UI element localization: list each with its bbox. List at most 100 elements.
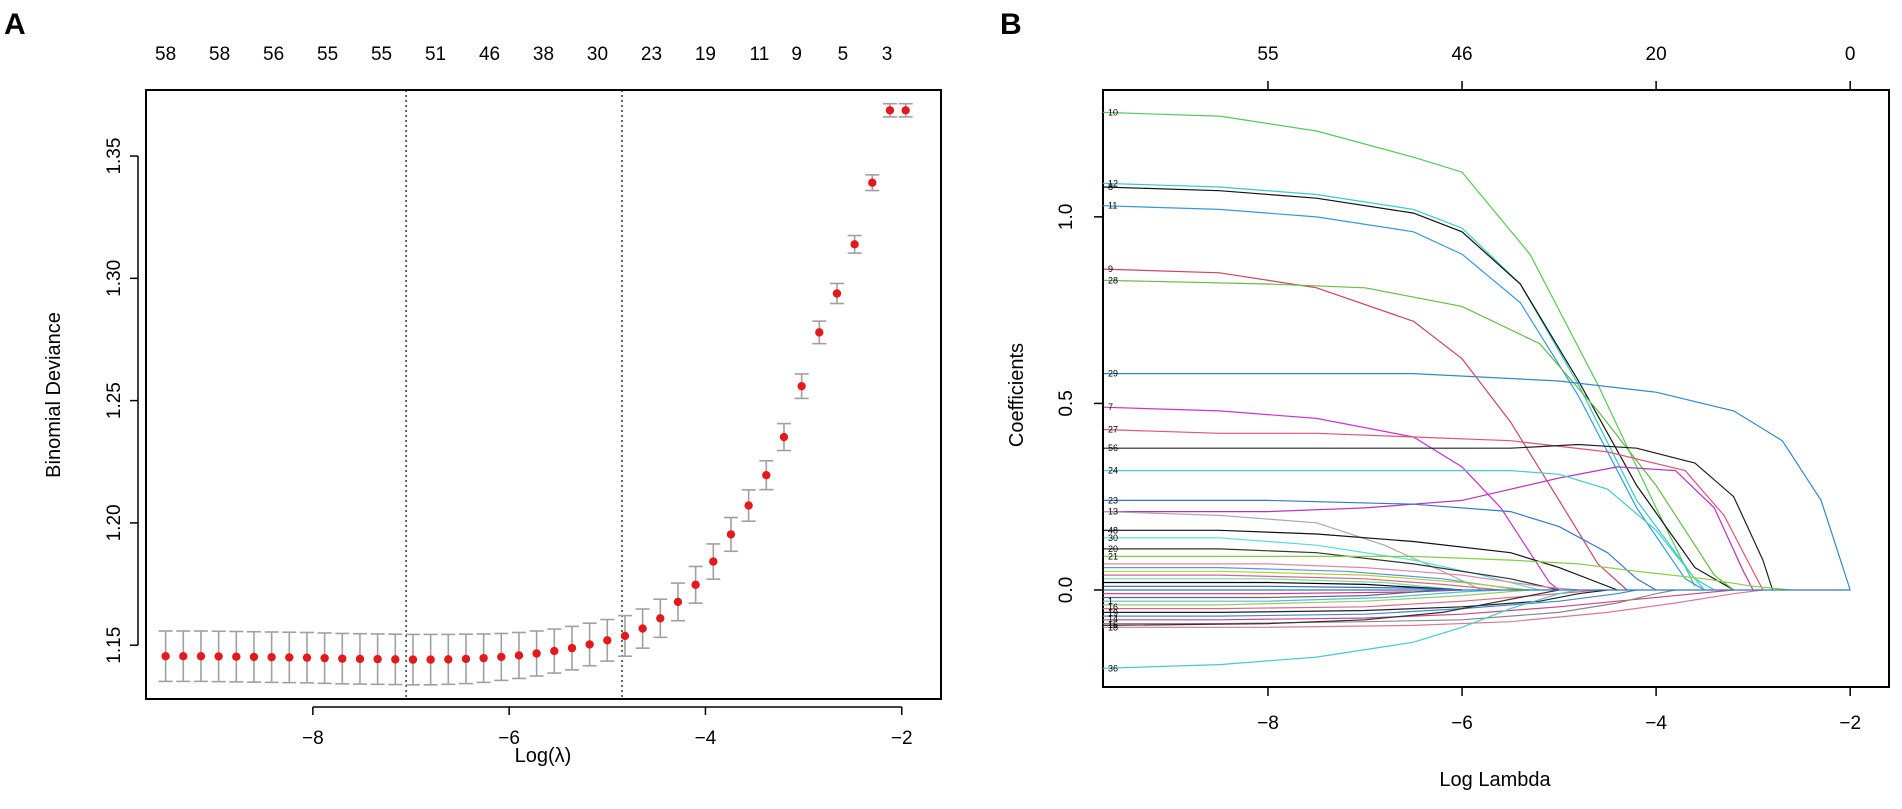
panel-a-point xyxy=(744,501,753,510)
panel-b-variable-label: 36 xyxy=(1108,663,1118,673)
panel-a-point xyxy=(868,178,877,187)
panel-b-top-axis: 55 46 20 0 xyxy=(1257,44,1855,91)
panel-b-coef-line xyxy=(1102,428,1764,591)
panel-label-a: A xyxy=(4,8,26,41)
panel-b-variable-label: 28 xyxy=(1108,275,1118,285)
panel-b-coef-line xyxy=(1103,373,1851,591)
panel-a-x-axis: −8 −6 −4 −2 xyxy=(302,706,913,749)
panel-b-top-axis-label: 55 xyxy=(1257,44,1278,65)
panel-a-point xyxy=(532,649,541,658)
panel-a-point xyxy=(691,580,700,589)
panel-b-top-axis-label: 46 xyxy=(1451,44,1472,65)
panel-b-coef-line xyxy=(1103,443,1774,591)
panel-b-coef-line xyxy=(1103,466,1754,591)
panel-a-plot-frame xyxy=(145,89,942,700)
panel-b-coef-line xyxy=(1103,570,1531,591)
panel-a-point xyxy=(850,240,859,249)
panel-a-point xyxy=(338,654,347,663)
panel-b-variable-label: 18 xyxy=(1108,622,1118,632)
panel-b-y-tick-label: 0.5 xyxy=(1056,390,1077,416)
panel-a-point xyxy=(638,624,647,633)
panel-b-coef-line xyxy=(1103,578,1463,591)
panel-a-top-axis: 58 58 56 55 55 51 46 38 30 23 19 11 9 5 3 xyxy=(155,44,892,65)
panel-a-top-axis-label: 19 xyxy=(695,44,716,65)
panel-a-point xyxy=(302,653,312,662)
panel-a-point xyxy=(373,654,382,664)
panel-b-x-tick-label: −2 xyxy=(1839,713,1861,734)
panel-b-coef-line xyxy=(1103,563,1579,591)
panel-a-point xyxy=(832,289,842,298)
panel-a-point xyxy=(797,381,806,391)
panel-b-coef-line xyxy=(1103,567,1521,591)
panel-b-variable-label: 27 xyxy=(1108,425,1118,435)
panel-a-top-axis-label: 9 xyxy=(791,44,802,65)
panel-b-coef-line xyxy=(1102,205,1705,591)
panel-a-point xyxy=(779,432,789,442)
panel-b-coef-line xyxy=(1102,268,1628,591)
panel-a-y-axis-title: Binomial Deviance xyxy=(43,312,65,478)
panel-b-variable-label: 48 xyxy=(1108,525,1118,535)
panel-b-variable-label: 12 xyxy=(1108,178,1118,188)
panel-a-y-tick-label: 1.25 xyxy=(104,382,125,419)
panel-a-y-tick-label: 1.15 xyxy=(104,627,125,664)
panel-a-y-tick-label: 1.30 xyxy=(104,260,125,297)
panel-a-x-tick-label: −2 xyxy=(891,728,913,749)
panel-a-point xyxy=(179,651,188,661)
panel-a-point xyxy=(497,652,506,662)
panel-b-variable-label: 56 xyxy=(1108,443,1118,453)
panel-a-point xyxy=(815,328,824,337)
panel-b-y-tick-label: 1.0 xyxy=(1056,204,1077,230)
panel-b-variable-label: 7 xyxy=(1108,402,1113,412)
panel-b-coef-line xyxy=(1102,406,1560,591)
panel-b-coef-line xyxy=(1102,182,1715,591)
panel-a-x-tick-label: −8 xyxy=(302,728,324,749)
panel-a-top-axis-label: 30 xyxy=(587,44,608,65)
panel-a-top-axis-label: 46 xyxy=(479,44,500,65)
panel-a-point xyxy=(320,653,329,663)
panel-b-coef-line xyxy=(1102,589,1560,626)
panel-b-coef-line xyxy=(1103,589,1531,606)
panel-a-point xyxy=(249,652,259,662)
panel-b-variable-label: 14 xyxy=(1108,614,1118,624)
panel-a-point xyxy=(762,471,771,480)
panel-a-top-axis-label: 55 xyxy=(317,44,338,65)
panel-a-point xyxy=(726,530,736,539)
panel-b-coef-line xyxy=(1103,589,1608,613)
panel-a-top-axis-label: 3 xyxy=(882,44,893,65)
panel-b-variable-label: 16 xyxy=(1108,602,1118,612)
panel-b-variable-label: 8 xyxy=(1108,182,1113,192)
panel-a-point xyxy=(673,597,683,607)
panel-b-coef-line xyxy=(1103,589,1734,621)
panel-b-variable-label: 11 xyxy=(1108,201,1117,211)
panel-b-variable-label: 9 xyxy=(1108,264,1113,274)
panel-a-points xyxy=(161,106,910,664)
panel-b-variable-label: 13 xyxy=(1108,507,1118,517)
panel-b-coef-line xyxy=(1103,548,1560,591)
panel-b-coef-line xyxy=(1102,589,1579,669)
panel-a-point xyxy=(161,651,170,661)
panel-a-x-tick-label: −6 xyxy=(498,728,520,749)
panel-a-top-axis-label: 38 xyxy=(533,44,554,65)
panel-b-x-tick-label: −6 xyxy=(1451,713,1473,734)
panel-b-coef-line xyxy=(1103,574,1501,591)
panel-b-variable-label: 24 xyxy=(1108,466,1118,476)
panel-b-variable-label: 15 xyxy=(1108,620,1118,630)
panel-a-top-axis-label: 55 xyxy=(371,44,392,65)
panel-a-point xyxy=(885,106,895,115)
panel-b-coef-line xyxy=(1103,589,1443,599)
panel-a-top-axis-label: 56 xyxy=(263,44,284,65)
panel-a-point xyxy=(214,652,223,661)
panel-a-point xyxy=(656,614,665,623)
panel-a-point xyxy=(391,655,400,664)
panel-a-lambda-reference-lines xyxy=(405,90,623,699)
panel-a-point xyxy=(267,652,276,662)
panel-a-point xyxy=(709,557,718,566)
panel-b-y-tick-label: 0.0 xyxy=(1056,577,1077,603)
panel-a-point xyxy=(232,652,241,661)
panel-a-top-axis-label: 58 xyxy=(155,44,176,65)
panel-a-y-axis: 1.15 1.20 1.25 1.30 1.35 xyxy=(104,138,139,664)
panel-a-top-axis-label: 58 xyxy=(209,44,230,65)
panel-a-x-axis-title: Log(λ) xyxy=(515,745,572,767)
panel-b-variable-label: 20 xyxy=(1108,544,1118,554)
